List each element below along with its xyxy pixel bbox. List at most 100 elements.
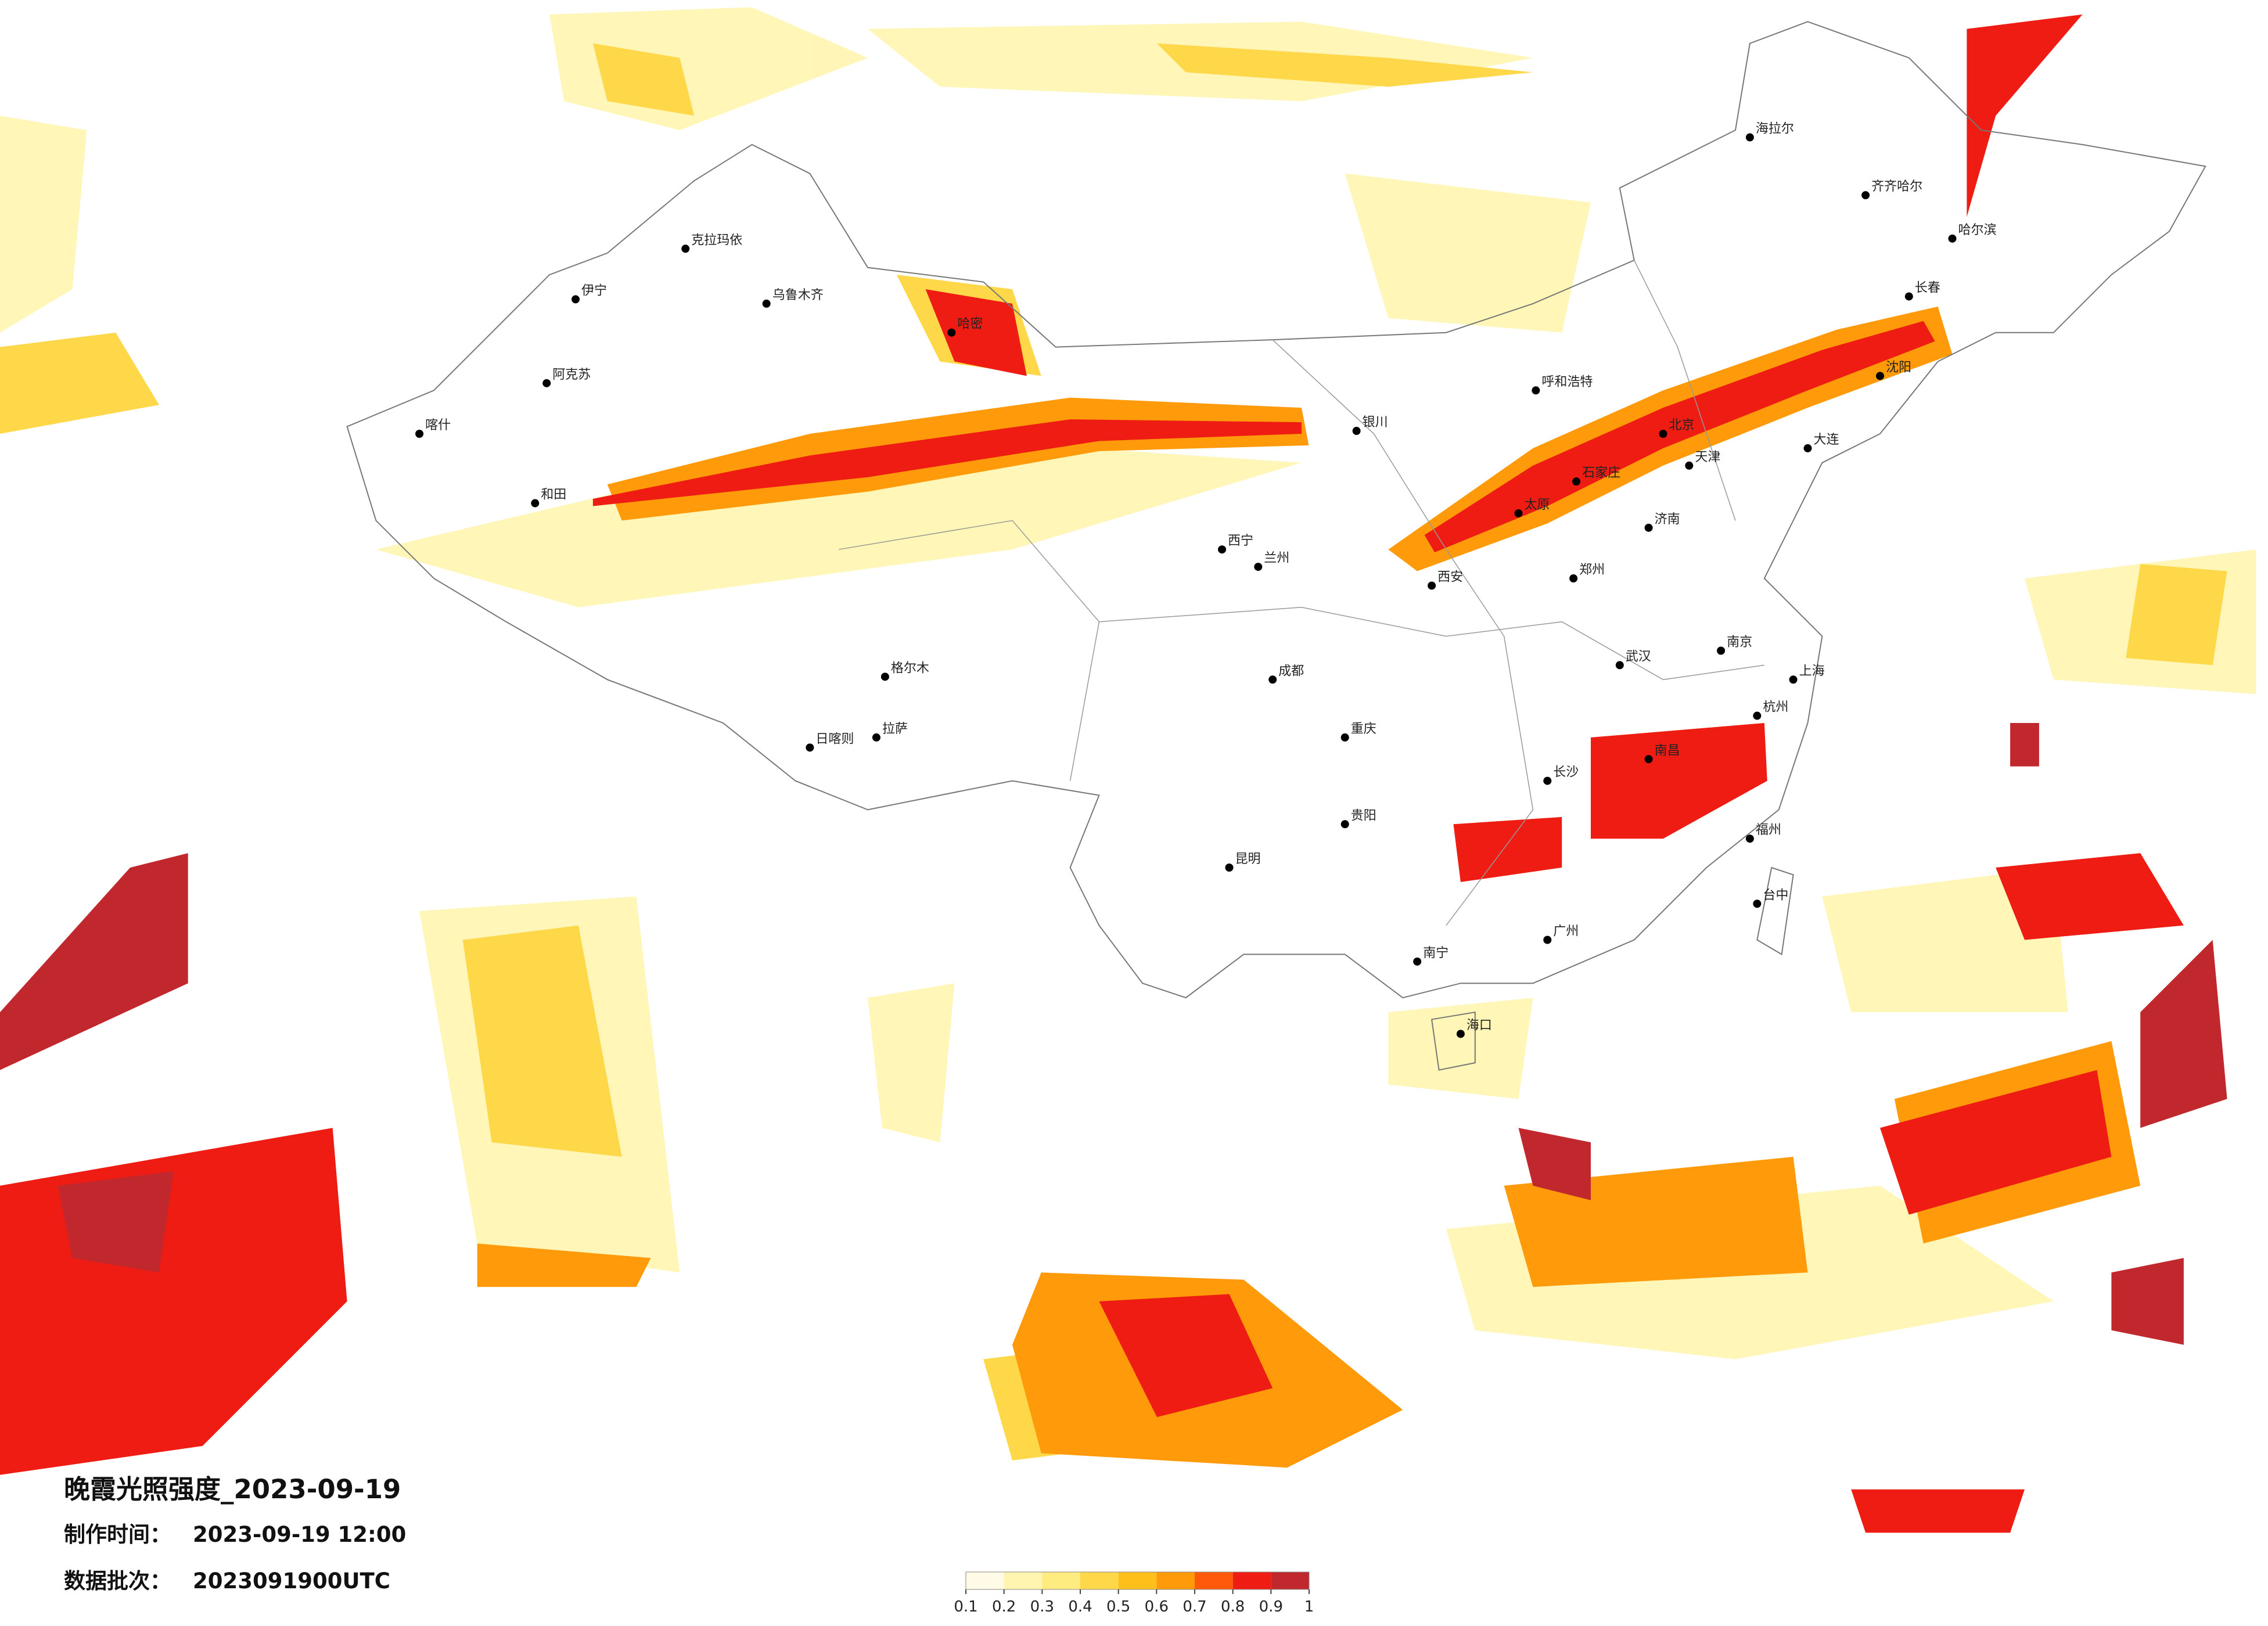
city-label: 哈密: [957, 317, 983, 332]
city-dot: [1745, 133, 1754, 142]
city-dot: [542, 379, 551, 387]
city-label: 武汉: [1626, 649, 1651, 664]
colorbar-swatch: [966, 1572, 1004, 1589]
city-dot: [1218, 545, 1227, 554]
info-label: 制作时间：: [64, 1522, 171, 1547]
city-dot: [762, 299, 771, 308]
city-label: 成都: [1278, 664, 1304, 678]
city-dot: [1340, 733, 1349, 742]
city-label: 海口: [1467, 1018, 1492, 1033]
city-label: 沈阳: [1886, 360, 1911, 375]
province-border: [1272, 339, 1534, 926]
city-dot: [1745, 834, 1754, 843]
city-dot: [1904, 292, 1913, 301]
info-label: 数据批次：: [64, 1569, 171, 1593]
city-dot: [1340, 820, 1349, 829]
city-label: 日喀则: [815, 732, 854, 746]
colorbar-tick-label: 0.9: [1259, 1598, 1283, 1616]
colorbar-frame: [965, 1571, 1310, 1590]
city-dot: [1569, 574, 1578, 582]
city-label: 郑州: [1579, 563, 1605, 577]
city-dot: [872, 733, 880, 742]
city-label: 西安: [1437, 570, 1463, 584]
colorbar-tick-label: 0.7: [1182, 1598, 1206, 1616]
city-label: 上海: [1799, 664, 1825, 678]
colorbar-tick-label: 0.4: [1068, 1598, 1092, 1616]
city-dot: [1543, 776, 1552, 785]
city-label: 天津: [1695, 450, 1720, 465]
city-label: 北京: [1669, 418, 1695, 433]
city-dot: [1948, 234, 1957, 243]
city-label: 呼和浩特: [1541, 375, 1593, 389]
info-value: 2023-09-19 12:00: [193, 1522, 406, 1547]
city-label: 杭州: [1763, 700, 1788, 715]
city-label: 兰州: [1264, 551, 1289, 566]
city-label: 济南: [1655, 512, 1680, 527]
city-label: 贵阳: [1351, 808, 1376, 823]
city-dot: [1803, 444, 1812, 452]
city-dot: [1753, 900, 1762, 908]
city-dot: [880, 672, 889, 681]
city-label: 和田: [541, 488, 566, 502]
colorbar-swatch: [1232, 1572, 1271, 1589]
city-label: 克拉玛依: [691, 233, 742, 247]
city-dot: [1532, 386, 1540, 395]
city-dot: [1644, 755, 1653, 764]
city-label: 太原: [1525, 498, 1550, 512]
colorbar-tick-label: 0.5: [1106, 1598, 1130, 1616]
city-dot: [1717, 646, 1726, 655]
city-dot: [1861, 191, 1870, 200]
city-dot: [1685, 461, 1694, 470]
dark-red-areas: [0, 723, 2227, 1345]
city-dot: [1268, 675, 1277, 684]
city-label: 银川: [1363, 415, 1388, 430]
province-border: [1099, 607, 1764, 681]
city-dot: [1615, 661, 1624, 670]
colorbar-swatch: [1004, 1572, 1043, 1589]
city-dot: [415, 430, 424, 438]
colorbar: 0.1 0.2 0.3 0.4 0.5 0.6 0.7 0.8 0.9 1: [954, 1571, 1314, 1616]
intensity-field: [0, 7, 2256, 1533]
hainan-border: [1430, 1011, 1476, 1071]
city-label: 阿克苏: [552, 368, 591, 382]
city-label: 昆明: [1235, 852, 1261, 866]
city-label: 南京: [1727, 635, 1752, 650]
city-dot: [1659, 430, 1667, 438]
province-border: [839, 520, 1100, 781]
city-dot: [1572, 477, 1581, 486]
city-dot: [531, 499, 540, 508]
city-dot: [1543, 936, 1552, 944]
city-dot: [1413, 957, 1422, 966]
colorbar-swatch: [1042, 1572, 1080, 1589]
city-dot: [947, 328, 956, 337]
city-dot: [1254, 563, 1263, 571]
city-label: 西宁: [1228, 534, 1253, 548]
city-label: 格尔木: [891, 661, 929, 675]
city-label: 伊宁: [581, 283, 607, 298]
city-label: 石家庄: [1582, 466, 1620, 480]
taiwan-border: [1756, 866, 1794, 956]
city-label: 长春: [1915, 280, 1940, 295]
map-title: 晚霞光照强度_2023-09-19: [64, 1474, 401, 1505]
colorbar-swatch: [1271, 1572, 1309, 1589]
province-border: [1634, 260, 1736, 521]
city-label: 南昌: [1655, 743, 1680, 758]
city-dot: [1644, 523, 1653, 532]
city-dot: [1225, 864, 1234, 872]
city-label: 重庆: [1351, 722, 1376, 736]
colorbar-swatch: [1195, 1572, 1233, 1589]
city-label: 乌鲁木齐: [772, 288, 824, 303]
city-label: 长沙: [1553, 765, 1579, 780]
city-label: 齐齐哈尔: [1871, 179, 1922, 194]
colorbar-tick-label: 0.6: [1145, 1598, 1169, 1616]
info-value: 2023091900UTC: [193, 1569, 390, 1593]
city-label: 喀什: [425, 418, 451, 433]
city-dot: [1428, 581, 1436, 590]
colorbar-tick-label: 1: [1304, 1598, 1314, 1616]
city-label: 福州: [1756, 823, 1781, 837]
city-dot: [572, 295, 580, 304]
city-dot: [1789, 675, 1798, 684]
city-label: 广州: [1553, 924, 1579, 939]
